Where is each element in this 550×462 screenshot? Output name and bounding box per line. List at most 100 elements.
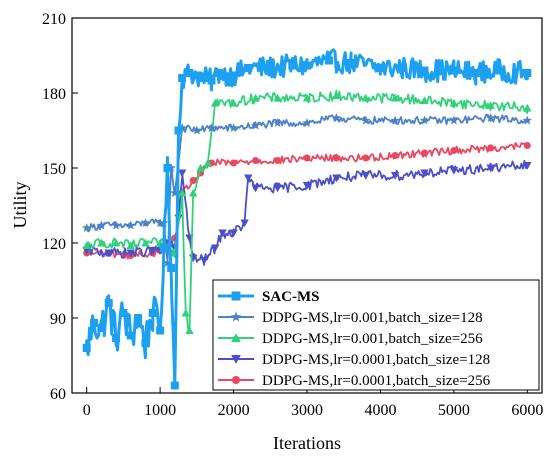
data-point: [177, 169, 187, 178]
data-point: [486, 101, 495, 109]
data-point: [104, 249, 113, 258]
y-axis-title: Utility: [10, 181, 30, 228]
data-point: [126, 220, 136, 230]
series-1: [82, 48, 532, 390]
data-point: [240, 219, 249, 228]
data-point: [177, 188, 187, 197]
legend-marker: [230, 311, 242, 322]
data-point: [419, 115, 430, 125]
data-point: [111, 220, 121, 230]
data-point: [266, 64, 275, 72]
data-point: [174, 126, 183, 135]
legend-entry: DDPG-MS,lr=0.001,batch_size=128: [218, 310, 483, 326]
x-tick-label: 5000: [438, 402, 470, 419]
legend-label: DDPG-MS,lr=0.0001,batch_size=128: [262, 352, 490, 368]
data-point: [390, 93, 400, 102]
data-point: [90, 319, 99, 327]
legend-entry: DDPG-MS,lr=0.0001,batch_size=256: [218, 373, 491, 389]
data-point: [273, 93, 282, 102]
data-point: [126, 241, 135, 249]
x-tick-label: 3000: [291, 402, 323, 419]
data-point: [449, 115, 459, 125]
data-point: [181, 308, 191, 317]
data-point: [192, 71, 201, 80]
legend-label: DDPG-MS,lr=0.0001,batch_size=256: [262, 373, 491, 389]
data-point: [167, 264, 176, 272]
data-point: [420, 66, 429, 75]
data-point: [420, 169, 429, 178]
data-point: [523, 162, 532, 170]
data-point: [244, 174, 253, 183]
x-axis-title: Iterations: [273, 433, 341, 453]
data-point: [96, 220, 106, 230]
data-point: [485, 113, 496, 122]
data-point: [449, 98, 459, 107]
data-point: [251, 93, 260, 102]
data-point: [148, 309, 157, 317]
data-point: [274, 157, 282, 164]
data-point: [332, 154, 340, 162]
data-point: [362, 154, 370, 162]
data-point: [229, 71, 238, 80]
data-point: [141, 339, 150, 347]
data-point: [200, 74, 209, 82]
data-point: [522, 115, 532, 125]
data-point: [203, 158, 213, 167]
data-point: [302, 118, 312, 127]
data-point: [178, 74, 187, 82]
data-point: [273, 118, 283, 127]
data-point: [303, 154, 311, 162]
data-point: [229, 98, 238, 107]
data-point: [421, 149, 428, 157]
data-point: [192, 125, 202, 135]
data-point: [97, 238, 106, 247]
data-point: [188, 188, 198, 197]
data-point: [361, 172, 370, 180]
data-point: [185, 326, 194, 334]
y-axis: 60 90 120 150 180 210: [42, 11, 78, 403]
data-point: [332, 174, 341, 183]
data-point: [228, 123, 239, 132]
data-point: [252, 157, 260, 164]
data-point: [97, 324, 106, 332]
data-point: [361, 93, 370, 102]
y-tick-label: 150: [42, 161, 66, 178]
data-point: [493, 66, 502, 75]
data-point: [331, 113, 341, 122]
data-point: [303, 61, 311, 70]
y-tick-label: 60: [50, 386, 66, 403]
legend-marker: [231, 355, 241, 364]
legend-label: DDPG-MS,lr=0.001,batch_size=128: [262, 310, 483, 326]
data-point: [347, 59, 356, 67]
legend-entry: DDPG-MS,lr=0.001,batch_size=256: [218, 331, 483, 347]
data-point: [302, 93, 312, 102]
y-tick-label: 120: [42, 236, 66, 253]
data-point: [487, 144, 495, 152]
data-point: [211, 244, 220, 253]
data-point: [112, 334, 121, 342]
data-point: [199, 257, 209, 265]
data-point: [250, 120, 261, 130]
data-point: [450, 147, 458, 154]
data-point: [420, 96, 429, 104]
data-point: [523, 69, 532, 77]
x-tick-label: 2000: [218, 402, 250, 419]
data-point: [449, 167, 459, 175]
data-point: [251, 184, 260, 193]
data-point: [361, 115, 371, 125]
data-point: [244, 64, 253, 72]
data-point: [523, 103, 532, 112]
data-point: [288, 61, 297, 70]
legend-entry: DDPG-MS,lr=0.0001,batch_size=128: [218, 352, 490, 368]
y-tick-label: 210: [42, 11, 66, 28]
data-point: [159, 244, 168, 252]
data-point: [196, 163, 205, 172]
data-point: [126, 331, 135, 340]
data-point: [119, 309, 128, 317]
legend-label: SAC-MS: [262, 289, 320, 305]
data-point: [332, 91, 341, 99]
data-point: [189, 177, 197, 184]
data-point: [211, 98, 220, 107]
data-point: [148, 247, 157, 255]
